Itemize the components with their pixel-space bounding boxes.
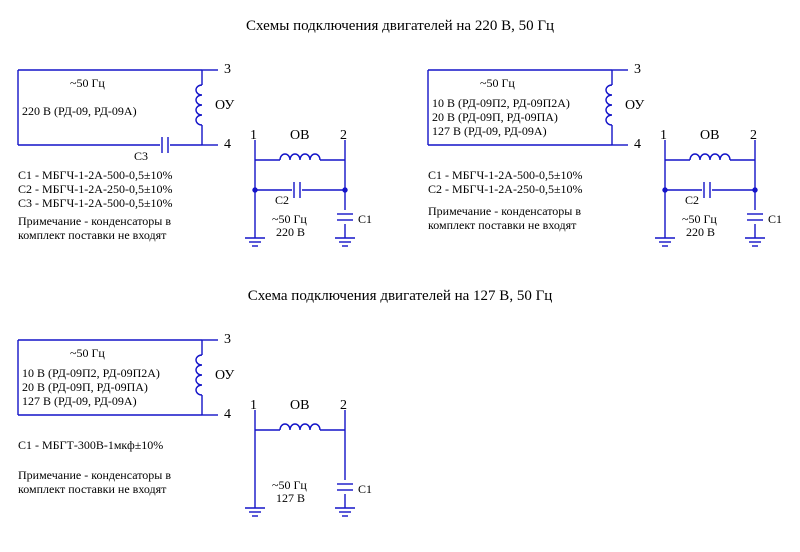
b-pin2: 2	[750, 128, 757, 144]
b-srcv: 220 В	[686, 225, 715, 240]
b-s3: 127 В (РД-09, РД-09А)	[432, 124, 547, 139]
a-c1: С1	[358, 212, 372, 227]
a-c3: С3	[134, 149, 148, 164]
a-spec1: С1 - МБГЧ-1-2А-500-0,5±10%	[18, 168, 173, 183]
a-spec3: С3 - МБГЧ-1-2А-500-0,5±10%	[18, 196, 173, 211]
b-c2: С2	[685, 193, 699, 208]
c-s3: 127 В (РД-09, РД-09А)	[22, 394, 137, 409]
c-pin4: 4	[224, 407, 231, 423]
a-c2: С2	[275, 193, 289, 208]
a-ou: ОУ	[215, 98, 234, 114]
c-pin3: 3	[224, 332, 231, 348]
b-ob: ОВ	[700, 128, 719, 144]
a-ob: ОВ	[290, 128, 309, 144]
a-freq: ~50 Гц	[70, 76, 105, 91]
b-note2: комплект поставки не входят	[428, 218, 576, 233]
b-freq: ~50 Гц	[480, 76, 515, 91]
b-spec2: С2 - МБГЧ-1-2А-250-0,5±10%	[428, 182, 583, 197]
a-srcv: 220 В	[276, 225, 305, 240]
b-s2: 20 В (РД-09П, РД-09ПА)	[432, 110, 558, 125]
b-pin4: 4	[634, 137, 641, 153]
c-ou: ОУ	[215, 368, 234, 384]
c-pin2: 2	[340, 398, 347, 414]
c-ob: ОВ	[290, 398, 309, 414]
b-pin3: 3	[634, 62, 641, 78]
c-spec1: С1 - МБГТ-300В-1мкф±10%	[18, 438, 163, 453]
c-s2: 20 В (РД-09П, РД-09ПА)	[22, 380, 148, 395]
a-note2: комплект поставки не входят	[18, 228, 166, 243]
b-note1: Примечание - конденсаторы в	[428, 204, 581, 219]
title-127: Схема подключения двигателей на 127 В, 5…	[0, 288, 800, 305]
c-srcv: 127 В	[276, 491, 305, 506]
a-pin2: 2	[340, 128, 347, 144]
a-spec2: С2 - МБГЧ-1-2А-250-0,5±10%	[18, 182, 173, 197]
c-s1: 10 В (РД-09П2, РД-09П2А)	[22, 366, 160, 381]
b-c1: С1	[768, 212, 782, 227]
a-pin4: 4	[224, 137, 231, 153]
a-pin3: 3	[224, 62, 231, 78]
c-note2: комплект поставки не входят	[18, 482, 166, 497]
a-pin1: 1	[250, 128, 257, 144]
a-supply: 220 В (РД-09, РД-09А)	[22, 104, 137, 119]
b-ou: ОУ	[625, 98, 644, 114]
b-spec1: С1 - МБГЧ-1-2А-500-0,5±10%	[428, 168, 583, 183]
c-c1: С1	[358, 482, 372, 497]
c-note1: Примечание - конденсаторы в	[18, 468, 171, 483]
b-s1: 10 В (РД-09П2, РД-09П2А)	[432, 96, 570, 111]
a-note1: Примечание - конденсаторы в	[18, 214, 171, 229]
c-freq: ~50 Гц	[70, 346, 105, 361]
b-pin1: 1	[660, 128, 667, 144]
c-pin1: 1	[250, 398, 257, 414]
